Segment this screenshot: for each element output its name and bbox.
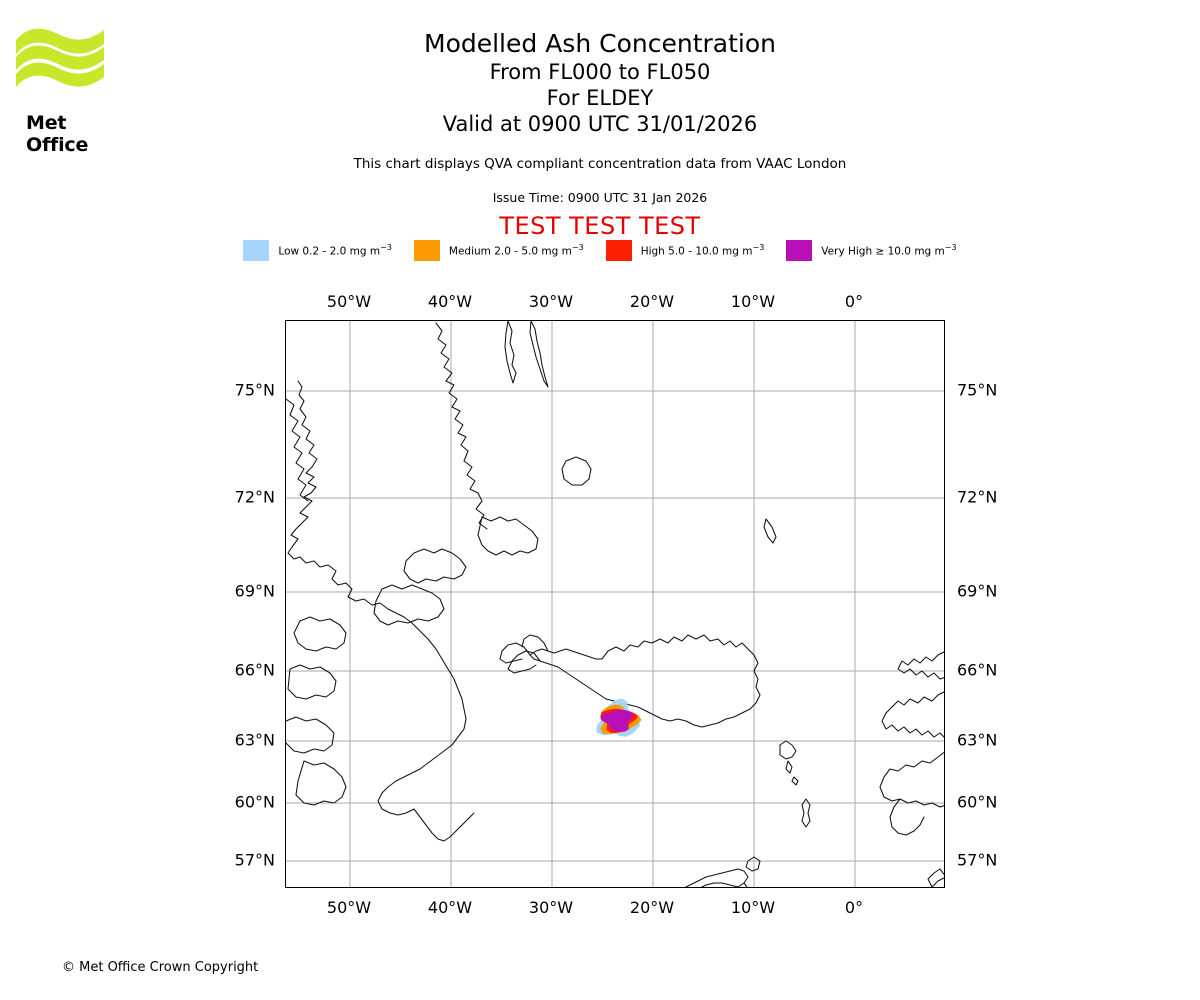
lat-tick-right-75: 75°N — [957, 380, 998, 400]
concentration-legend: Low 0.2 - 2.0 mg m−3 Medium 2.0 - 5.0 mg… — [0, 240, 1200, 261]
lat-tick-left-63: 63°N — [234, 730, 275, 750]
chart-title-block: Modelled Ash Concentration From FL000 to… — [0, 28, 1200, 137]
lat-tick-left-57: 57°N — [234, 850, 275, 870]
volcano-subtitle: For ELDEY — [546, 86, 654, 110]
legend-swatch-very-high — [786, 240, 813, 261]
legend-item-low: Low 0.2 - 2.0 mg m−3 — [243, 240, 392, 261]
legend-label-high: High 5.0 - 10.0 mg m−3 — [640, 243, 765, 258]
lat-tick-right-72: 72°N — [957, 487, 998, 507]
lat-tick-right-57: 57°N — [957, 850, 998, 870]
legend-sup-very-high: −3 — [944, 243, 957, 253]
map-panel: 50°W 40°W 30°W 20°W 10°W 0° 50°W 40°W 30°W 20°W 1… — [235, 292, 998, 917]
lat-tick-right-69: 69°N — [957, 581, 998, 601]
lat-tick-left-60: 60°N — [234, 792, 275, 812]
lon-tick-bottom--10: 10°W — [730, 898, 776, 917]
plume-contour — [600, 709, 633, 732]
valid-time-subtitle: Valid at 0900 UTC 31/01/2026 — [442, 112, 758, 136]
lat-tick-right-66: 66°N — [957, 660, 998, 680]
page-title: Modelled Ash Concentration — [424, 29, 776, 58]
legend-swatch-low — [243, 240, 270, 261]
lon-tick-bottom--30: 30°W — [528, 898, 574, 917]
lat-tick-left-75: 75°N — [234, 380, 275, 400]
legend-sup-medium: −3 — [571, 243, 584, 253]
lat-tick-left-66: 66°N — [234, 660, 275, 680]
lon-tick-top--50: 50°W — [326, 292, 372, 311]
legend-sup-high: −3 — [752, 243, 765, 253]
met-office-logo: Met Office — [14, 24, 114, 156]
lat-tick-right-63: 63°N — [957, 730, 998, 750]
met-office-logo-text: Met Office — [26, 112, 89, 156]
test-banner: TEST TEST TEST — [499, 212, 701, 240]
map-frame — [285, 320, 945, 888]
legend-item-medium: Medium 2.0 - 5.0 mg m−3 — [413, 240, 584, 261]
legend-label-medium: Medium 2.0 - 5.0 mg m−3 — [448, 243, 584, 258]
lon-tick-bottom--20: 20°W — [629, 898, 675, 917]
legend-swatch-medium — [413, 240, 440, 261]
legend-swatch-high — [605, 240, 632, 261]
flight-level-subtitle: From FL000 to FL050 — [489, 60, 711, 84]
lon-tick-bottom-0: 0° — [844, 898, 864, 917]
legend-label-very-high: Very High ≥ 10.0 mg m−3 — [821, 243, 957, 258]
qva-compliance-note: This chart displays QVA compliant concen… — [353, 156, 847, 172]
lon-tick-bottom--50: 50°W — [326, 898, 372, 917]
lon-tick-top--20: 20°W — [629, 292, 675, 311]
lon-tick-top--30: 30°W — [528, 292, 574, 311]
legend-item-high: High 5.0 - 10.0 mg m−3 — [605, 240, 765, 261]
legend-label-low: Low 0.2 - 2.0 mg m−3 — [278, 243, 392, 258]
lon-tick-bottom--40: 40°W — [427, 898, 473, 917]
copyright-text: © Met Office Crown Copyright — [62, 960, 259, 975]
lon-tick-top--10: 10°W — [730, 292, 776, 311]
map-gridlines — [286, 321, 944, 887]
lat-tick-left-69: 69°N — [234, 581, 275, 601]
legend-item-very-high: Very High ≥ 10.0 mg m−3 — [786, 240, 957, 261]
legend-sup-low: −3 — [380, 243, 392, 253]
issue-time-text: Issue Time: 0900 UTC 31 Jan 2026 — [492, 190, 708, 205]
map-canvas — [286, 321, 944, 887]
lon-tick-top--40: 40°W — [427, 292, 473, 311]
lat-tick-left-72: 72°N — [234, 487, 275, 507]
lon-tick-top-0: 0° — [844, 292, 864, 311]
met-office-wave-icon — [16, 28, 104, 87]
lat-tick-right-60: 60°N — [957, 792, 998, 812]
coastlines — [286, 321, 944, 887]
ash-plume — [596, 698, 642, 737]
